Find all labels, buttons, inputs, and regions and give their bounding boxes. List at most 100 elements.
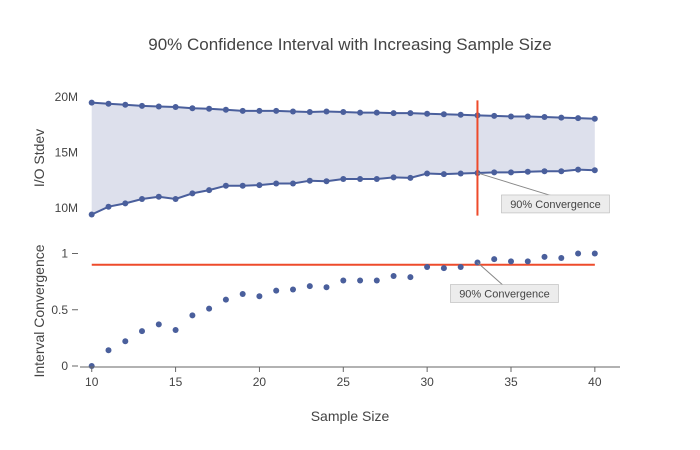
bottom-y-tick-label: 0 xyxy=(61,359,68,373)
lower-point xyxy=(323,178,330,185)
upper-point xyxy=(558,114,565,121)
x-tick-label: 10 xyxy=(85,375,99,389)
lower-point xyxy=(189,190,196,197)
x-tick-label: 35 xyxy=(504,375,518,389)
upper-point xyxy=(323,108,330,115)
upper-point xyxy=(139,102,145,109)
convergence-point xyxy=(323,284,330,291)
top-annotation-label: 90% Convergence xyxy=(510,199,601,211)
convergence-point xyxy=(239,291,246,297)
upper-point xyxy=(457,111,464,118)
x-tick-label: 40 xyxy=(588,375,602,389)
lower-point xyxy=(172,196,179,202)
upper-point xyxy=(189,105,196,112)
lower-point xyxy=(575,166,582,173)
lower-point xyxy=(256,182,263,189)
top-y-tick-label: 15M xyxy=(55,145,78,159)
upper-point xyxy=(172,104,179,110)
convergence-point xyxy=(541,253,548,260)
upper-point xyxy=(273,107,280,114)
lower-point xyxy=(524,168,531,175)
convergence-point xyxy=(206,305,213,312)
upper-point xyxy=(591,115,598,122)
upper-point xyxy=(239,107,246,114)
bottom-y-tick-label: 1 xyxy=(61,247,68,261)
convergence-point xyxy=(256,293,263,300)
lower-point xyxy=(541,168,548,175)
upper-point xyxy=(88,99,95,106)
bottom-y-tick-label: 0.5 xyxy=(51,303,68,317)
top-y-tick-label: 20M xyxy=(55,90,78,104)
upper-point xyxy=(424,110,431,117)
top-y-tick-label: 10M xyxy=(55,201,78,215)
upper-point xyxy=(122,101,129,108)
upper-point xyxy=(306,109,313,115)
upper-point xyxy=(373,109,380,116)
bottom-annotation-arrow xyxy=(477,262,505,287)
upper-point xyxy=(206,105,213,112)
bottom-y-axis-label: Interval Convergence xyxy=(31,244,47,377)
lower-point xyxy=(273,180,280,187)
lower-point xyxy=(239,182,246,189)
convergence-point xyxy=(440,265,447,272)
convergence-point xyxy=(591,250,598,257)
top-annotation-box xyxy=(501,194,610,214)
lower-point xyxy=(390,174,397,181)
convergence-point xyxy=(491,256,498,263)
upper-point xyxy=(407,110,414,117)
convergence-point xyxy=(558,255,565,261)
upper-point xyxy=(222,106,229,113)
lower-point xyxy=(122,200,129,207)
lower-point xyxy=(457,170,464,177)
upper-point xyxy=(491,112,498,119)
bottom-annotation-box xyxy=(450,284,559,303)
lower-point xyxy=(558,168,565,175)
convergence-point xyxy=(340,277,347,284)
convergence-point xyxy=(373,277,380,284)
convergence-panel: 0 0.5 1 90% Convergence xyxy=(51,247,598,373)
lower-point xyxy=(407,174,414,181)
convergence-point xyxy=(273,287,280,294)
lower-point xyxy=(306,177,313,184)
upper-point xyxy=(575,115,582,122)
lower-point xyxy=(357,176,364,182)
convergence-point xyxy=(105,347,112,354)
upper-point xyxy=(256,107,263,114)
upper-point xyxy=(340,109,347,115)
lower-point xyxy=(155,193,162,200)
ci-panel: 10M 15M 20M 90% Convergence xyxy=(55,90,610,218)
upper-point xyxy=(541,114,548,120)
chart-title: 90% Confidence Interval with Increasing … xyxy=(148,35,552,54)
convergence-point xyxy=(172,327,179,333)
convergence-point xyxy=(306,283,313,290)
convergence-point xyxy=(357,277,364,284)
x-tick-label: 25 xyxy=(337,375,351,389)
upper-point xyxy=(357,109,364,116)
convergence-point xyxy=(189,312,196,319)
convergence-point xyxy=(524,258,531,265)
upper-point xyxy=(440,111,447,118)
upper-point xyxy=(524,113,531,120)
top-y-axis-label: I/O Stdev xyxy=(31,129,47,187)
x-tick-label: 30 xyxy=(420,375,434,389)
upper-point xyxy=(105,100,112,107)
convergence-point xyxy=(290,286,296,293)
convergence-point xyxy=(457,264,464,270)
lower-point xyxy=(340,176,347,182)
convergence-point xyxy=(390,273,397,279)
upper-point xyxy=(155,103,162,110)
convergence-point xyxy=(222,296,229,303)
convergence-point xyxy=(508,258,514,265)
upper-point xyxy=(290,108,296,115)
lower-point xyxy=(88,211,95,218)
lower-point xyxy=(222,182,229,189)
x-axis: 10 15 20 25 30 35 40 xyxy=(80,366,620,389)
lower-point xyxy=(424,170,431,177)
confidence-band xyxy=(91,102,595,215)
lower-point xyxy=(105,203,112,210)
lower-point xyxy=(139,196,145,202)
upper-point xyxy=(390,110,397,117)
x-tick-label: 20 xyxy=(253,375,267,389)
lower-point xyxy=(440,171,447,178)
